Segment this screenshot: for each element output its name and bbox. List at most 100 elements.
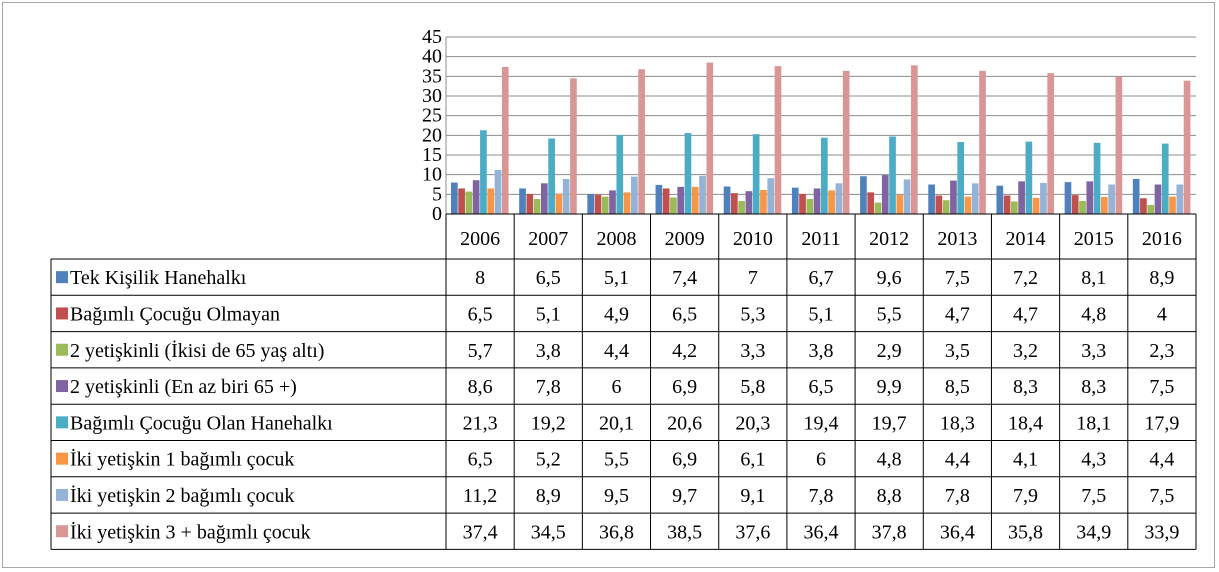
legend-label: 2 yetişkinli (En az biri 65 +): [70, 376, 297, 398]
bar: [1183, 80, 1191, 214]
data-label: 7,8: [536, 376, 561, 398]
data-label: 6,9: [672, 449, 697, 471]
data-label: 8,3: [1013, 376, 1038, 398]
x-tick-label: 2011: [801, 228, 840, 250]
y-tick-label: 30: [422, 85, 442, 107]
bar: [1154, 184, 1162, 214]
bar: [738, 201, 745, 214]
data-label: 19,4: [804, 412, 839, 434]
data-label: 5,7: [468, 340, 493, 362]
bar: [996, 185, 1004, 214]
y-tick-label: 15: [422, 144, 442, 166]
data-label: 4,4: [945, 449, 970, 471]
data-label: 4,7: [1013, 303, 1038, 325]
data-label: 6: [611, 376, 621, 398]
data-label: 34,5: [531, 521, 566, 543]
data-label: 6,7: [809, 267, 834, 289]
bar: [1032, 197, 1040, 214]
bar: [813, 188, 821, 214]
x-tick-label: 2016: [1142, 228, 1182, 250]
data-label: 19,7: [872, 412, 907, 434]
data-table: 2006 2007 2008 2009 2010 2011 2012 2013 2014 2015…: [50, 213, 1197, 550]
bar: [609, 190, 616, 214]
data-label: 35,8: [1008, 521, 1043, 543]
y-tick-label: 40: [422, 46, 442, 68]
data-label: 8,6: [468, 376, 493, 398]
bar: [874, 202, 882, 214]
bar: [791, 187, 799, 214]
data-label: 5,1: [809, 303, 834, 325]
bar: [821, 137, 828, 214]
legend-label: 2 yetişkinli (İkisi de 65 yaş altı): [70, 339, 324, 362]
data-label: 5,1: [536, 303, 561, 325]
legend-key: [56, 343, 68, 356]
bar: [594, 194, 602, 214]
legend-label: Bağımlı Çocuğu Olmayan: [70, 303, 280, 325]
bar: [828, 190, 835, 214]
data-label: 9,7: [672, 485, 697, 507]
y-tick-label: 10: [422, 164, 442, 186]
data-label: 3,2: [1013, 340, 1038, 362]
data-label: 8,3: [1081, 376, 1106, 398]
bar: [1161, 143, 1169, 214]
y-tick-label: 5: [432, 183, 442, 205]
bar: [911, 65, 918, 214]
data-label: 33,9: [1144, 521, 1179, 543]
data-label: 7,9: [1013, 485, 1038, 507]
data-label: 11,2: [463, 485, 497, 507]
data-label: 7,5: [1149, 376, 1174, 398]
data-label: 4,9: [604, 303, 629, 325]
data-label: 20,3: [735, 412, 770, 434]
bar: [465, 191, 473, 214]
y-tick-label: 20: [422, 124, 442, 146]
bar: [1047, 73, 1055, 214]
data-label: 4,4: [1149, 449, 1174, 471]
data-label: 7,8: [945, 485, 970, 507]
bar: [670, 197, 677, 214]
legend-label: İki yetişkin 2 bağımlı çocuk: [70, 484, 294, 507]
data-label: 5,5: [604, 449, 629, 471]
data-label: 18,3: [940, 412, 975, 434]
data-label: 5,1: [604, 267, 629, 289]
legend-key: [56, 416, 68, 429]
data-label: 4,4: [604, 340, 629, 362]
bar: [767, 178, 775, 214]
data-label: 3,8: [809, 340, 834, 362]
legend-label: Bağımlı Çocuğu Olan Hanehalkı: [70, 412, 333, 434]
legend-key: [56, 525, 68, 538]
bar: [799, 193, 806, 214]
data-label: 4,8: [1081, 303, 1106, 325]
bar: [655, 184, 663, 214]
data-label: 7,5: [1081, 485, 1106, 507]
y-tick-label: 45: [422, 26, 442, 48]
bar: [957, 142, 965, 214]
bar: [1108, 184, 1115, 214]
bar: [731, 193, 738, 214]
bar: [706, 62, 714, 214]
bar: [601, 196, 609, 214]
data-label: 8,9: [536, 485, 561, 507]
bar: [1025, 141, 1033, 214]
bar: [971, 183, 979, 214]
bar: [1011, 201, 1018, 214]
bar: [451, 182, 458, 214]
bar: [480, 130, 487, 214]
data-label: 7,8: [809, 485, 834, 507]
data-label: 36,4: [940, 521, 975, 543]
bar: [631, 176, 638, 214]
y-tick-label: 25: [422, 105, 442, 127]
bars: [451, 62, 1191, 215]
x-tick-label: 2010: [733, 228, 773, 250]
data-label: 9,6: [877, 267, 902, 289]
data-label: 6,5: [809, 376, 834, 398]
data-label: 19,2: [531, 412, 566, 434]
bar: [616, 134, 624, 214]
bar: [1079, 201, 1086, 214]
bar: [835, 183, 843, 214]
bar: [935, 195, 943, 214]
bar: [842, 70, 850, 215]
legend-key: [56, 452, 68, 465]
bar: [1018, 181, 1025, 214]
